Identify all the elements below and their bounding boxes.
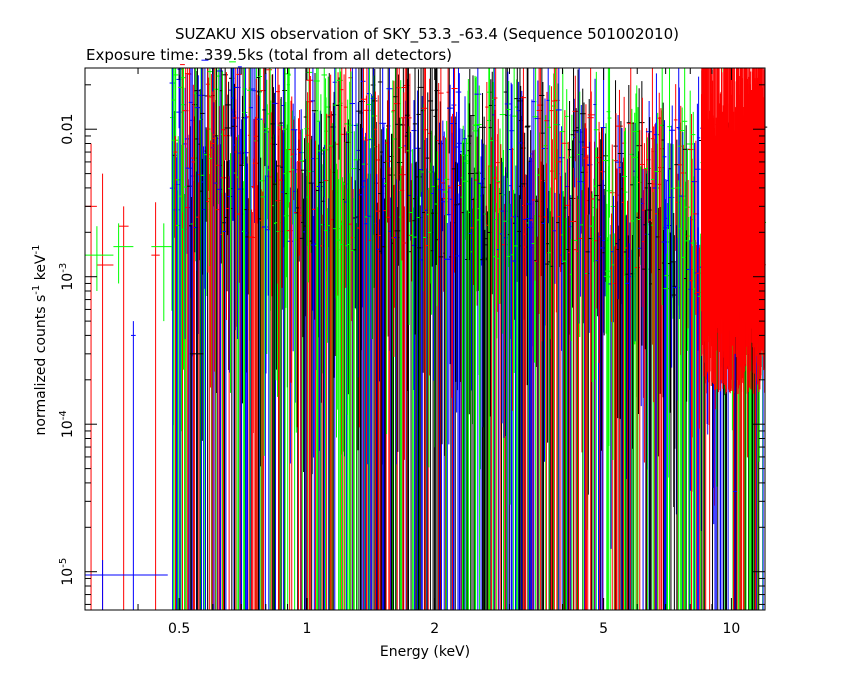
y-tick-label: 10-5 xyxy=(58,558,76,586)
y-axis-label-main: normalized counts s xyxy=(33,295,49,436)
x-tick-label: 10 xyxy=(722,621,740,637)
error-bars-layer xyxy=(85,59,768,610)
plot-frame xyxy=(84,67,766,611)
y-tick-label-exp: -5 xyxy=(58,558,69,568)
chart-title: SUZAKU XIS observation of SKY_53.3_-63.4… xyxy=(175,25,679,44)
x-tick-label: 5 xyxy=(599,621,608,637)
y-tick-label-base: 0.01 xyxy=(60,114,76,145)
y-tick-label: 10-3 xyxy=(58,263,76,291)
x-axis-label: Energy (keV) xyxy=(380,644,470,660)
x-tick-label: 2 xyxy=(430,621,439,637)
chart-subtitle: Exposure time: 339.5ks (total from all d… xyxy=(86,46,452,64)
x-tick-label: 1 xyxy=(302,621,311,637)
y-tick-label: 10-4 xyxy=(58,410,76,438)
y-tick-label-base: 10 xyxy=(60,273,76,291)
y-axis-label-mid: keV xyxy=(33,254,49,285)
y-tick-label-base: 10 xyxy=(60,420,76,438)
y-tick-label-base: 10 xyxy=(60,568,76,586)
y-tick-label-exp: -3 xyxy=(58,263,69,273)
x-tick-label: 0.5 xyxy=(168,621,190,637)
y-tick-label-exp: -4 xyxy=(58,410,69,420)
y-axis-label: normalized counts s-1 keV-1 xyxy=(31,245,49,436)
y-axis-label-sup1: -1 xyxy=(31,285,42,295)
y-axis-label-sup2: -1 xyxy=(31,245,42,255)
y-tick-label: 0.01 xyxy=(60,114,76,145)
